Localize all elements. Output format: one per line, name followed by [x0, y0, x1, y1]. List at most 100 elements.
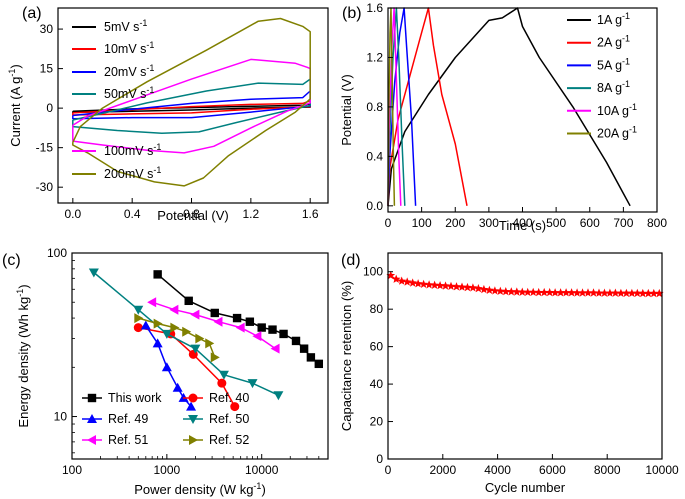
retention-point [567, 288, 576, 297]
legend-c-label: Ref. 50 [209, 412, 249, 426]
panel-a-ytick-label: 15 [40, 62, 54, 76]
ragone-point [235, 322, 245, 333]
retention-point [501, 287, 511, 296]
ragone-point [88, 268, 99, 278]
ragone-point [279, 329, 288, 339]
panel-d-xtick-label: 8000 [594, 463, 621, 477]
legend-b-label: 2A g-1 [597, 34, 630, 50]
panel-d-ytick-label: 40 [370, 377, 384, 391]
legend-c-label: This work [108, 391, 162, 405]
retention-point [600, 288, 609, 297]
legend-a-label-main: 5mV s [104, 20, 139, 34]
retention-point [633, 288, 642, 297]
legend-b-label-sup: -1 [622, 56, 630, 66]
retention-point [594, 288, 604, 297]
legend-a-label-main: 100mV s [104, 144, 153, 158]
legend-b-label-sup: -1 [622, 11, 630, 21]
panel-d-ytick-label: 20 [370, 415, 384, 429]
ragone-point [217, 378, 227, 388]
legend-b-label-sup: -1 [622, 79, 630, 89]
legend-b-label: 8A g-1 [597, 79, 630, 95]
retention-point [413, 279, 423, 288]
ragone-point [153, 318, 163, 329]
retention-point [605, 288, 615, 297]
legend-a-label-sup: -1 [146, 63, 154, 73]
ragone-point [299, 344, 309, 353]
legend-a-label-main: 50mV s [104, 87, 146, 101]
retention-point [463, 282, 472, 292]
legend-c-label: Ref. 49 [108, 412, 148, 426]
panel-a-ylabel-sup: -1 [7, 69, 17, 77]
retention-point [402, 277, 412, 286]
ragone-point [230, 402, 240, 412]
retention-point [539, 287, 549, 297]
ragone-point [190, 344, 201, 354]
legend-a-label-sup: -1 [146, 40, 154, 50]
panel-d-xlabel: Cycle number [485, 480, 566, 495]
panel-b-ytick-label: 0.4 [366, 149, 383, 163]
retention-point [452, 282, 461, 291]
ragone-point [170, 322, 180, 333]
legend-c-label: Ref. 51 [108, 433, 148, 447]
retention-point [430, 280, 439, 289]
legend-b-label-main: 5A g [597, 58, 622, 72]
panel-c-frame [71, 252, 329, 460]
legend-b-label-main: 1A g [597, 13, 622, 27]
retention-point [457, 282, 467, 291]
retention-point [649, 288, 659, 298]
retention-point [528, 287, 538, 296]
legend-b-label: 20A g-1 [597, 125, 637, 141]
retention-point [643, 288, 653, 298]
ragone-point [247, 379, 258, 389]
retention-point [616, 288, 626, 297]
retention-point [496, 286, 505, 295]
ragone-point [213, 316, 223, 327]
retention-point [622, 288, 631, 297]
ragone-point [252, 331, 262, 342]
retention-point [512, 287, 522, 296]
retention-point [424, 280, 434, 289]
panel-c-xtick-label: 100 [62, 463, 82, 477]
ragone-point [190, 309, 200, 320]
panel-c-ylabel-main: Energy density (Wh kg [16, 297, 31, 428]
retention-point [468, 283, 478, 292]
panel-b-xtick-label: 500 [546, 216, 566, 230]
legend-b-label: 1A g-1 [597, 11, 630, 27]
panel-c-ylabel: Energy density (Wh kg-1) [15, 284, 31, 427]
legend-c-marker [189, 435, 198, 445]
ragone-point [291, 336, 301, 346]
retention-point [397, 276, 407, 285]
legend-a-label: 50mV s-1 [104, 85, 154, 101]
legend-c-marker [87, 414, 97, 423]
ragone-point [152, 338, 163, 348]
panel-c-label: (c) [2, 252, 21, 269]
panel-c-ytick-label: 100 [47, 246, 67, 260]
panel-a-ytick-label: -15 [36, 141, 54, 155]
ragone-point [306, 353, 316, 362]
ragone-point [314, 359, 324, 369]
retention-point [611, 288, 620, 297]
retention-point [435, 281, 445, 290]
retention-point [517, 287, 527, 296]
panel-b-ytick-label: 0.8 [366, 100, 383, 114]
panel-c-xtick-label: 1000 [153, 463, 180, 477]
legend-b-label-sup: -1 [622, 34, 630, 44]
legend-a-label: 200mV s-1 [104, 165, 161, 181]
retention-point [534, 287, 544, 297]
panel-c-ytick-label: 10 [54, 410, 68, 424]
panel-b-ylabel: Potential (V) [339, 74, 354, 146]
legend-a-label-sup: -1 [153, 165, 161, 175]
retention-point [408, 278, 417, 287]
panel-b-label: (b) [342, 5, 362, 22]
legend-c-label: Ref. 40 [209, 391, 249, 405]
panel-a-xlabel: Potential (V) [157, 208, 229, 223]
ragone-point [273, 391, 284, 401]
ragone-point [161, 329, 172, 339]
gcd-curve-0 [387, 7, 631, 207]
ragone-point [257, 323, 266, 332]
retention-point [441, 281, 450, 290]
retention-point [550, 288, 560, 297]
panel-c-xlabel: Power density (W kg-1) [134, 481, 266, 497]
ragone-point [133, 323, 143, 333]
